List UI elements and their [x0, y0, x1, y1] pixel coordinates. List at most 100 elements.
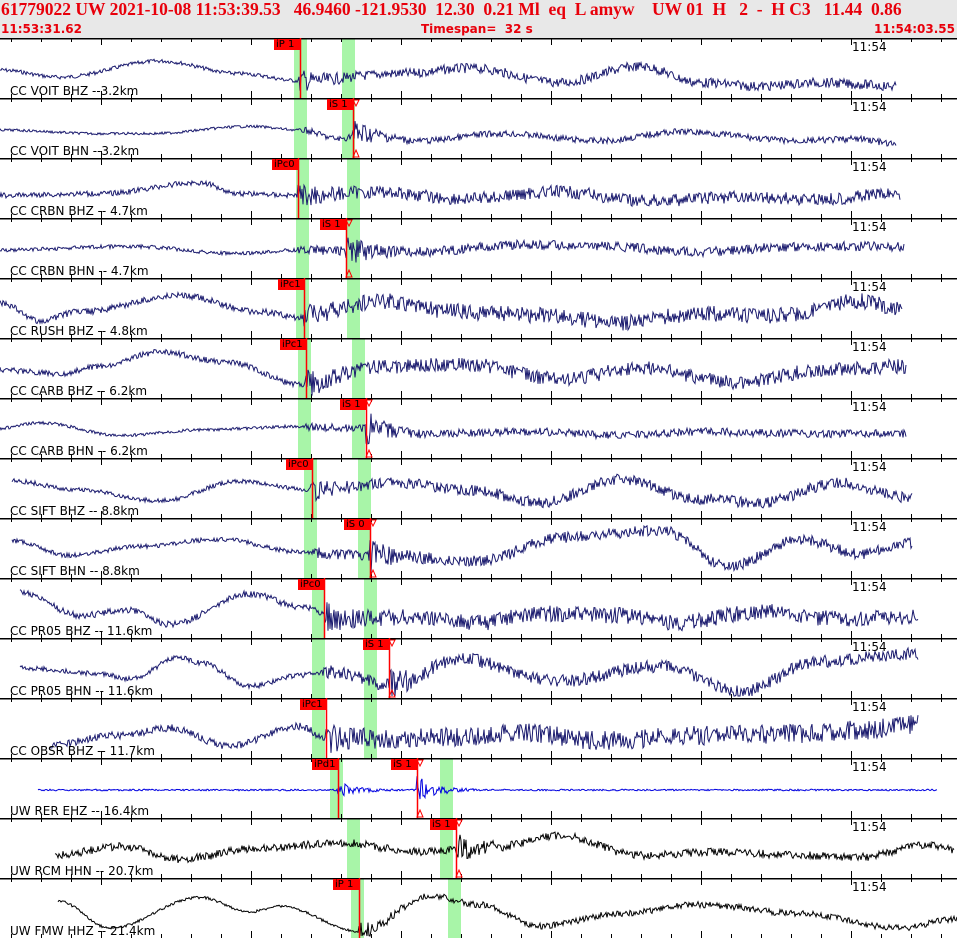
pick-flag[interactable]: iPd1 [312, 759, 338, 770]
pick-flag[interactable]: iS 1 [327, 99, 353, 110]
channel-label: CC RUSH BHZ -- 4.8km [10, 324, 148, 338]
seismogram-panel[interactable]: iPc1 CC CARB BHZ -- 6.2km 11:54 [0, 338, 957, 398]
channel-label: UW RCM HHN -- 20.7km [10, 864, 154, 878]
waveform-plot[interactable] [0, 578, 957, 638]
minute-time-label: 11:54 [852, 460, 887, 474]
event-header: 61779022 UW 2021-10-08 11:53:39.53 46.94… [0, 0, 957, 38]
channel-label: UW FMW HHZ -- 21.4km [10, 924, 156, 938]
seismogram-panel[interactable]: iPc0 CC SIFT BHZ -- 8.8km 11:54 [0, 458, 957, 518]
seismogram-panel[interactable]: iS 1 UW RCM HHN -- 20.7km 11:54 [0, 818, 957, 878]
waveform-trace [19, 589, 919, 632]
minute-time-label: 11:54 [852, 580, 887, 594]
seismogram-panel[interactable]: iS 1 CC CARB BHN -- 6.2km 11:54 [0, 398, 957, 458]
event-summary-line: 61779022 UW 2021-10-08 11:53:39.53 46.94… [1, 0, 902, 19]
channel-label: CC PR05 BHN -- 11.6km [10, 684, 154, 698]
pick-window [364, 578, 377, 638]
channel-label: CC CARB BHN -- 6.2km [10, 444, 148, 458]
minute-time-label: 11:54 [852, 520, 887, 534]
pick-flag[interactable]: iPc1 [280, 339, 306, 350]
minute-time-label: 11:54 [852, 280, 887, 294]
seismogram-panel[interactable]: iS 1 CC VOIT BHN --3.2km 11:54 [0, 98, 957, 158]
waveform-trace [37, 776, 938, 800]
minute-time-label: 11:54 [852, 400, 887, 414]
channel-label: CC PR05 BHZ -- 11.6km [10, 624, 153, 638]
minute-time-label: 11:54 [852, 880, 887, 894]
pick-flag[interactable]: iS 1 [340, 399, 366, 410]
waveform-plot[interactable] [0, 698, 957, 758]
pick-window [304, 458, 317, 518]
minute-time-label: 11:54 [852, 700, 887, 714]
channel-label: CC OBSR BHZ -- 11.7km [10, 744, 155, 758]
waveform-plot[interactable] [0, 398, 957, 458]
waveform-plot[interactable] [0, 218, 957, 278]
channel-label: CC CRBN BHN -- 4.7km [10, 264, 149, 278]
waveform-plot[interactable] [0, 38, 957, 98]
pick-window [440, 758, 453, 818]
timespan-label: Timespan= 32 s [421, 22, 533, 36]
pick-flag[interactable]: iPc0 [298, 579, 324, 590]
pick-triangle-icon [416, 759, 424, 818]
pick-flag[interactable]: iS 0 [344, 519, 370, 530]
seismogram-panel[interactable]: iS 1 CC CRBN BHN -- 4.7km 11:54 [0, 218, 957, 278]
pick-flag[interactable]: iS 1 [391, 759, 417, 770]
channel-label: CC SIFT BHN -- 8.8km [10, 564, 140, 578]
pick-flag[interactable]: iPc1 [278, 279, 304, 290]
pick-window [358, 518, 371, 578]
pick-flag[interactable]: iS 1 [363, 639, 389, 650]
pick-window [342, 38, 355, 98]
waveform-plot[interactable] [0, 278, 957, 338]
seismogram-panel[interactable]: iS 1 CC PR05 BHN -- 11.6km 11:54 [0, 638, 957, 698]
pick-window [358, 458, 371, 518]
pick-triangle-icon [345, 219, 353, 278]
seismogram-panel[interactable]: iPc1 CC OBSR BHZ -- 11.7km 11:54 [0, 698, 957, 758]
waveform-trace [0, 237, 905, 263]
waveform-plot[interactable] [0, 158, 957, 218]
pick-triangle-icon [365, 399, 373, 458]
seismogram-panel[interactable]: iPc0 CC CRBN BHZ -- 4.7km 11:54 [0, 158, 957, 218]
waveform-trace [57, 893, 957, 937]
pick-flag[interactable]: iS 1 [320, 219, 346, 230]
waveform-plot[interactable] [0, 98, 957, 158]
window-start-time: 11:53:31.62 [1, 22, 82, 36]
pick-window [342, 98, 355, 158]
pick-window [352, 398, 365, 458]
minute-time-label: 11:54 [852, 640, 887, 654]
waveform-plot[interactable] [0, 518, 957, 578]
channel-label: CC VOIT BHN --3.2km [10, 144, 140, 158]
pick-flag[interactable]: iPc1 [300, 699, 326, 710]
seismogram-panel[interactable]: iPc0 CC PR05 BHZ -- 11.6km 11:54 [0, 578, 957, 638]
seismogram-panel[interactable]: iS 0 CC SIFT BHN -- 8.8km 11:54 [0, 518, 957, 578]
waveform-plot[interactable] [0, 338, 957, 398]
channel-label: UW RER EHZ -- 16.4km [10, 804, 150, 818]
pick-flag[interactable]: iPc0 [272, 159, 298, 170]
waveform-plot[interactable] [0, 878, 957, 938]
waveform-trace [0, 58, 897, 92]
pick-flag[interactable]: iPc0 [286, 459, 312, 470]
waveform-plot[interactable] [0, 818, 957, 878]
seismogram-panel[interactable]: iP 1 UW FMW HHZ -- 21.4km 11:54 [0, 878, 957, 938]
pick-flag[interactable]: iS 1 [430, 819, 456, 830]
channel-label: CC SIFT BHZ -- 8.8km [10, 504, 140, 518]
waveform-plot[interactable] [0, 458, 957, 518]
minute-time-label: 11:54 [852, 100, 887, 114]
window-end-time: 11:54:03.55 [874, 22, 955, 36]
pick-triangle-icon [352, 99, 360, 158]
seismogram-panel[interactable]: iPd1 iS 1 UW RER EHZ -- 16.4km 11:54 [0, 758, 957, 818]
pick-window [312, 638, 325, 698]
pick-window [304, 518, 317, 578]
channel-label: CC CARB BHZ -- 6.2km [10, 384, 148, 398]
waveform-trace [19, 646, 919, 697]
minute-time-label: 11:54 [852, 820, 887, 834]
pick-window [294, 98, 307, 158]
waveform-trace [49, 715, 919, 753]
waveform-plot[interactable] [0, 758, 957, 818]
seismogram-panel[interactable]: iPc1 CC RUSH BHZ -- 4.8km 11:54 [0, 278, 957, 338]
waveform-plot[interactable] [0, 638, 957, 698]
waveform-trace [54, 831, 955, 864]
waveform-trace [0, 291, 903, 332]
pick-window [364, 638, 377, 698]
pick-flag[interactable]: iP 1 [333, 879, 359, 890]
waveform-trace [11, 473, 913, 509]
pick-flag[interactable]: iP 1 [274, 39, 300, 50]
seismogram-panel[interactable]: iP 1 CC VOIT BHZ --3.2km 11:54 [0, 38, 957, 98]
